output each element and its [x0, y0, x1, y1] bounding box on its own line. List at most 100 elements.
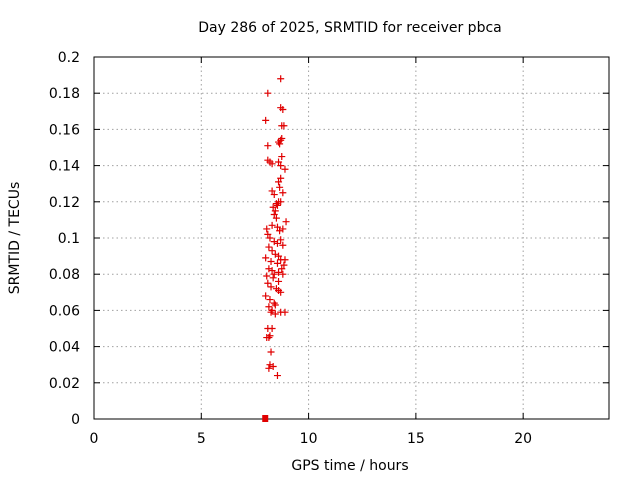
data-point: [280, 261, 288, 269]
y-tick-label: 0.1: [58, 231, 80, 247]
data-point: [279, 105, 287, 113]
y-tick-label: 0.18: [49, 86, 80, 102]
y-tick-label: 0.14: [49, 159, 80, 175]
data-point: [281, 165, 289, 173]
data-point: [263, 272, 271, 280]
data-point: [271, 207, 279, 215]
data-point: [268, 247, 276, 255]
x-tick-label: 20: [514, 431, 532, 447]
data-point: [273, 223, 281, 231]
data-point: [267, 348, 275, 356]
data-point: [268, 160, 276, 168]
data-point: [277, 174, 285, 182]
x-tick-label: 10: [300, 431, 318, 447]
data-point: [276, 140, 284, 148]
y-tick-label: 0.02: [49, 376, 80, 392]
y-tick-label: 0.16: [49, 122, 80, 138]
data-point: [279, 270, 287, 278]
data-point: [275, 178, 283, 186]
y-tick-labels: 0 0.02 0.04 0.06 0.08 0.1 0.12 0.14 0.16 0.18 0.2: [49, 50, 80, 428]
y-tick-label: 0.12: [49, 195, 80, 211]
data-point: [266, 361, 274, 369]
y-tick-label: 0: [71, 412, 80, 428]
y-tick-label: 0.06: [49, 303, 80, 319]
data-point: [279, 241, 287, 249]
baseline-point: [262, 415, 269, 422]
x-tick-labels: 0 5 10 15 20: [90, 431, 533, 447]
data-point: [270, 238, 278, 246]
y-tick-label: 0.08: [49, 267, 80, 283]
data-point: [275, 277, 283, 285]
data-point: [267, 258, 275, 266]
data-point: [268, 267, 276, 275]
data-point: [268, 325, 276, 332]
data-point: [269, 274, 277, 282]
data-point: [264, 230, 272, 238]
data-point: [265, 243, 273, 251]
data-point: [272, 214, 280, 222]
data-point: [262, 292, 270, 300]
data-point: [278, 265, 286, 273]
data-point: [266, 234, 274, 242]
data-point: [273, 259, 281, 267]
data-point: [266, 332, 274, 340]
data-point: [264, 89, 272, 97]
data-point: [270, 210, 278, 218]
data-point: [277, 136, 285, 144]
data-point: [271, 301, 279, 309]
data-point: [275, 286, 283, 294]
data-point: [271, 310, 279, 318]
data-point: [279, 225, 287, 233]
y-axis-label: SRMTID / TECUs: [7, 182, 23, 295]
x-tick-label: 15: [407, 431, 425, 447]
data-point: [268, 221, 276, 229]
data-point: [263, 334, 271, 342]
data-point: [278, 153, 286, 161]
data-point: [277, 198, 285, 206]
data-point: [268, 306, 276, 314]
y-tick-label: 0.04: [49, 340, 80, 356]
x-tick-label: 5: [197, 431, 206, 447]
data-point: [269, 203, 277, 211]
data-point: [277, 75, 285, 83]
baseline-marker: [262, 415, 269, 422]
data-point: [270, 191, 278, 199]
data-point: [277, 256, 285, 264]
data-point: [282, 218, 290, 226]
data-point: [264, 142, 272, 150]
chart-title: Day 286 of 2025, SRMTID for receiver pbc…: [198, 20, 501, 36]
data-point: [263, 225, 271, 233]
data-point: [273, 239, 281, 247]
data-point: [265, 303, 273, 311]
data-point: [268, 187, 276, 195]
x-tick-label: 0: [90, 431, 99, 447]
data-point: [277, 236, 285, 244]
data-point: [275, 158, 283, 166]
plot-frame: [93, 56, 610, 420]
data-point: [264, 279, 272, 287]
data-point: [267, 283, 275, 291]
data-point: [269, 363, 277, 371]
data-point: [273, 372, 281, 380]
data-point: [265, 265, 273, 273]
data-point: [276, 183, 284, 191]
data-point: [266, 296, 274, 304]
y-tick-label: 0.2: [58, 50, 80, 66]
data-point: [267, 308, 275, 316]
data-point: [281, 308, 289, 316]
data-point: [275, 268, 283, 276]
data-point: [280, 122, 288, 130]
data-point: [270, 270, 278, 278]
data-point: [262, 116, 270, 124]
data-point: [262, 254, 270, 262]
data-point: [265, 364, 273, 372]
data-point: [270, 299, 278, 307]
data-point: [273, 201, 281, 209]
grid-lines: [94, 57, 609, 419]
data-point: [277, 162, 285, 170]
data-point: [271, 250, 279, 258]
x-axis-label: GPS time / hours: [291, 458, 408, 474]
data-points: [262, 75, 290, 380]
data-point: [279, 189, 287, 197]
